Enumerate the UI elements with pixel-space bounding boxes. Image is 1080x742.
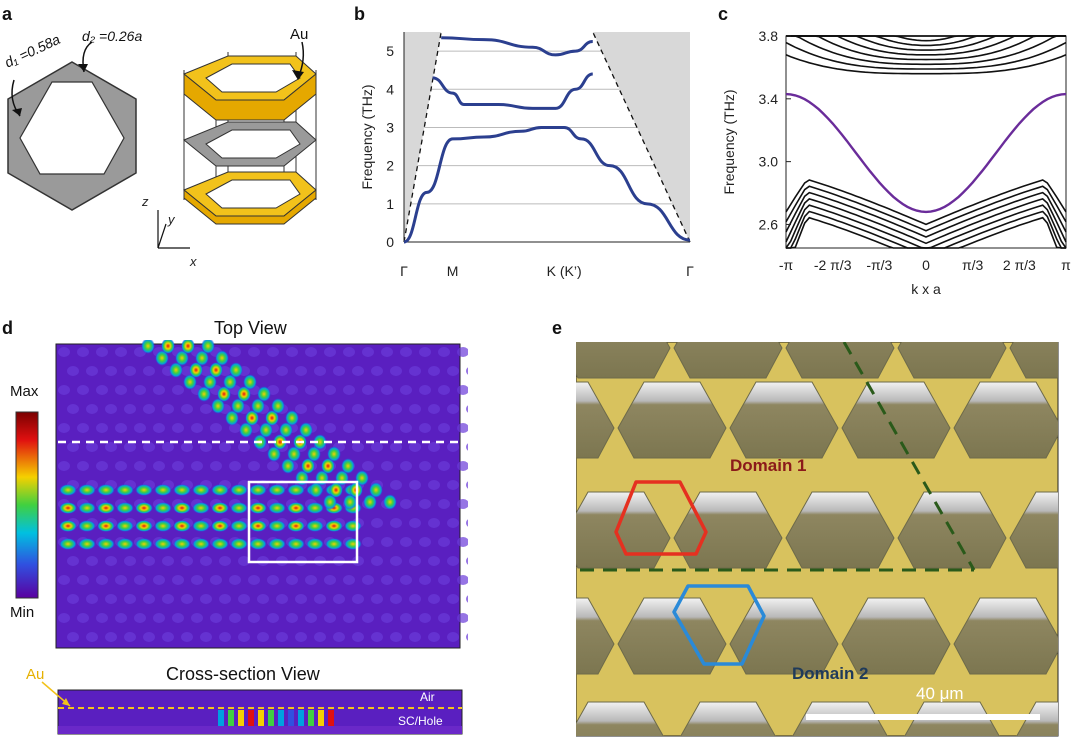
upper-band-1 [785, 41, 1067, 70]
axis-y: y [167, 212, 176, 227]
coordinate-axes: z y x [141, 194, 197, 269]
lower-band-0 [785, 179, 1067, 226]
y-tick-label: 5 [386, 43, 394, 59]
x-tick-label: π [1061, 257, 1071, 273]
domain2-outline [672, 584, 766, 666]
layered-prism [183, 52, 317, 225]
projected-band-chart: 2.6 3.0 3.4 3.8 -π -2 π/3 -π/3 0 π/3 2 π/3 π k x a F… [721, 28, 1071, 297]
axis-z: z [141, 194, 149, 209]
band-line-3 [441, 36, 593, 57]
x-tick-label: Γ [686, 263, 694, 279]
x-tick-label: π/3 [962, 257, 984, 273]
axis-x: x [189, 254, 197, 269]
x-tick-label: K (K’) [547, 263, 582, 279]
y-axis-label: Frequency (THz) [721, 89, 737, 194]
panel-label-b: b [354, 4, 365, 24]
domain2-label: Domain 2 [792, 664, 869, 683]
x-tick-label: M [447, 263, 459, 279]
cross-section-title: Cross-section View [166, 664, 320, 684]
domain1-label: Domain 1 [730, 456, 807, 475]
top-view-title: Top View [214, 318, 287, 338]
y-tick-label: 0 [386, 234, 394, 250]
x-tick-label: Γ [400, 263, 408, 279]
lower-band-3 [785, 198, 1067, 245]
air-label: Air [420, 690, 435, 704]
panel-label-c: c [718, 4, 729, 24]
upper-band-0 [785, 54, 1067, 75]
upper-band-2 [786, 35, 1066, 66]
y-tick-label: 3.8 [759, 28, 779, 44]
x-tick-label: -π [779, 257, 794, 273]
y-axis-label: Frequency (THz) [359, 84, 375, 189]
lower-band-6 [786, 216, 1066, 249]
colorbar [15, 411, 39, 599]
lower-band-2 [785, 191, 1067, 238]
scale-label: 40 μm [916, 684, 964, 703]
scale-bar [806, 714, 1040, 720]
colorbar-min: Min [10, 604, 35, 621]
panel-label-d: d [2, 318, 13, 338]
band-structure-chart: 0 1 2 3 4 5 Γ M K (K’) Γ Frequency (THz) [359, 31, 694, 279]
x-axis-label: k x a [911, 281, 941, 297]
x-tick-label: 0 [922, 257, 930, 273]
y-tick-label: 4 [386, 81, 394, 97]
panel-label-a: a [2, 4, 13, 24]
y-tick-label: 3.0 [759, 154, 779, 170]
triangular-hole [19, 81, 125, 175]
band-line-2 [432, 72, 594, 110]
sem-image [576, 342, 1059, 737]
y-tick-label: 2.6 [759, 216, 779, 232]
panel-label-e: e [552, 318, 563, 338]
domain1-outline [614, 480, 708, 556]
zoom-box [247, 480, 359, 564]
x-tick-label: -2 π/3 [814, 257, 852, 273]
band-line-1 [403, 125, 691, 244]
au-label-d: Au [26, 666, 45, 683]
d2-label: d₂ =0.26a [82, 28, 143, 44]
y-tick-label: 1 [386, 196, 394, 212]
y-tick-label: 3 [386, 119, 394, 135]
y-tick-label: 3.4 [759, 91, 779, 107]
unit-cell-diagram: z y x [7, 41, 317, 269]
x-tick-label: 2 π/3 [1003, 257, 1036, 273]
lower-band-1 [785, 185, 1067, 232]
y-tick-label: 2 [386, 158, 394, 174]
au-label-a: Au [290, 26, 309, 43]
field-spots [58, 340, 468, 642]
sc-hole-label: SC/Hole [398, 714, 443, 728]
edge-state-line [785, 92, 1067, 214]
x-tick-label: -π/3 [866, 257, 892, 273]
upper-band-3 [786, 35, 1066, 61]
field-map-panel [15, 340, 468, 735]
colorbar-max: Max [10, 383, 39, 400]
